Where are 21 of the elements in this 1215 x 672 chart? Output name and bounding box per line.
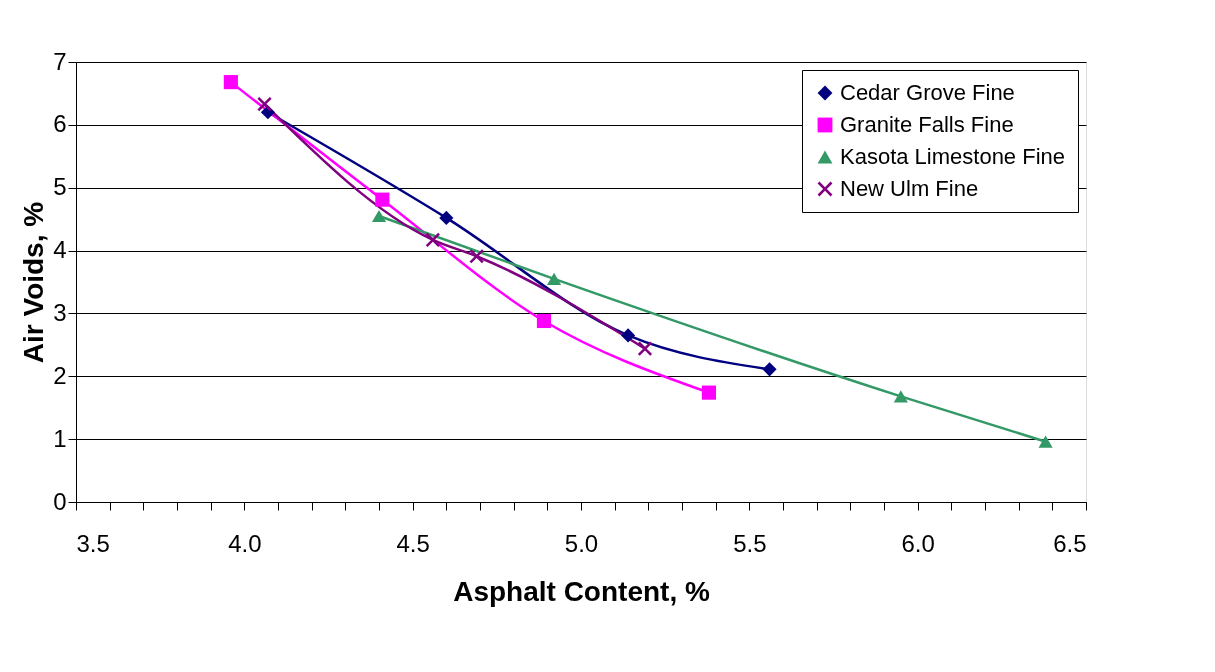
x-tick-label: 4.5: [396, 529, 430, 557]
legend-label: Cedar Grove Fine: [840, 80, 1015, 105]
y-tick-label: 6: [53, 110, 67, 138]
x-axis-title: Asphalt Content, %: [453, 575, 710, 607]
legend-label: New Ulm Fine: [840, 176, 979, 201]
x-tick-label: 3.5: [76, 529, 110, 557]
y-axis-title: Air Voids, %: [18, 201, 50, 364]
y-tick-label: 0: [53, 487, 67, 515]
x-tick-label: 6.0: [901, 529, 935, 557]
legend-label: Granite Falls Fine: [840, 112, 1014, 137]
y-tick-label: 5: [53, 173, 67, 201]
legend-label: Kasota Limestone Fine: [840, 144, 1066, 169]
x-tick-label: 5.0: [564, 529, 599, 557]
y-tick-label: 7: [53, 47, 67, 75]
y-tick-label: 4: [53, 236, 67, 264]
x-tick-label: 5.5: [733, 529, 767, 557]
y-tick-label: 3: [53, 298, 67, 326]
y-tick-label: 1: [53, 424, 67, 452]
y-tick-label: 2: [53, 361, 67, 389]
x-tick-label: 6.5: [1053, 529, 1087, 557]
x-tick-label: 4.0: [228, 529, 262, 557]
